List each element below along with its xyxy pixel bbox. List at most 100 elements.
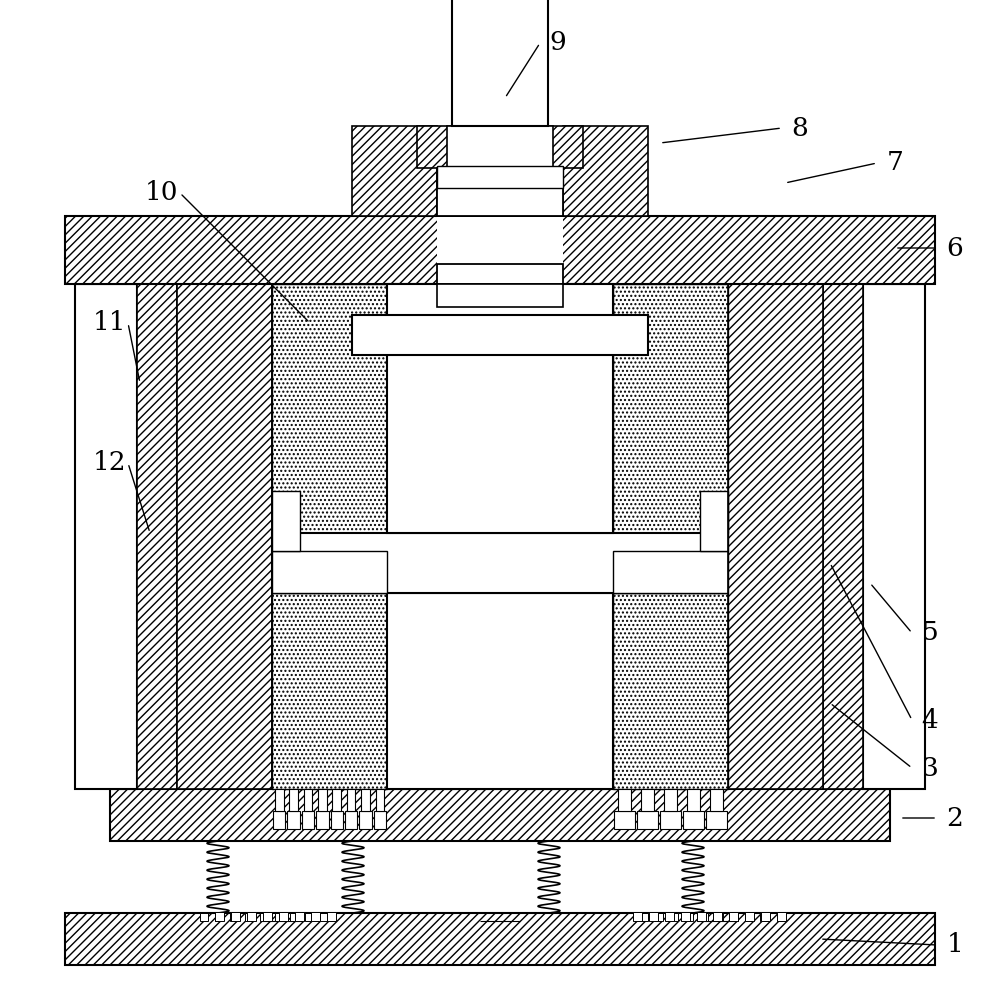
Bar [110, 789, 890, 841]
Bar [761, 912, 770, 921]
Bar [664, 789, 677, 811]
Text: 8: 8 [792, 115, 808, 141]
Bar [863, 284, 925, 789]
Bar [245, 913, 253, 921]
Bar [374, 811, 386, 829]
Bar [437, 284, 563, 307]
Bar [275, 789, 284, 811]
Bar [65, 913, 935, 965]
Bar [318, 789, 327, 811]
Bar [437, 217, 563, 283]
Bar [347, 789, 355, 811]
Bar [352, 315, 648, 355]
Bar [681, 912, 690, 921]
Bar [272, 593, 387, 789]
Text: 5: 5 [922, 620, 938, 646]
Bar [665, 912, 674, 921]
Bar [452, 0, 548, 126]
Bar [640, 913, 648, 921]
Bar [359, 811, 372, 829]
Bar [137, 284, 177, 789]
Bar [230, 913, 238, 921]
Bar [272, 491, 300, 551]
Text: 11: 11 [93, 311, 127, 335]
Bar [437, 264, 563, 284]
Bar [332, 789, 341, 811]
Bar [683, 811, 704, 829]
Bar [231, 912, 240, 921]
Text: 1: 1 [947, 933, 963, 957]
Bar [618, 789, 631, 811]
Bar [613, 551, 728, 593]
Bar [447, 126, 553, 168]
Bar [376, 789, 384, 811]
Bar [302, 811, 314, 829]
Bar [263, 912, 272, 921]
Bar [311, 912, 320, 921]
Bar [670, 913, 678, 921]
Bar [272, 551, 387, 593]
Text: 3: 3 [922, 756, 938, 781]
Bar [760, 913, 768, 921]
Bar [710, 789, 723, 811]
Bar [289, 789, 298, 811]
Bar [316, 811, 328, 829]
Bar [215, 913, 223, 921]
Bar [279, 912, 288, 921]
Bar [345, 811, 357, 829]
Bar [700, 491, 728, 551]
Text: 6: 6 [947, 236, 963, 260]
Bar [304, 789, 312, 811]
Bar [330, 811, 343, 829]
Bar [729, 912, 738, 921]
Bar [387, 593, 613, 789]
Bar [713, 912, 722, 921]
Bar [637, 811, 658, 829]
Bar [287, 811, 300, 829]
Bar [613, 593, 728, 789]
Text: 4: 4 [922, 708, 938, 732]
Bar [700, 913, 708, 921]
Bar [745, 912, 754, 921]
Bar [563, 126, 648, 216]
Bar [352, 126, 437, 216]
Bar [272, 533, 728, 593]
Text: 12: 12 [93, 450, 127, 476]
Bar [215, 912, 224, 921]
Bar [260, 913, 268, 921]
Bar [177, 284, 272, 789]
Bar [706, 811, 727, 829]
Bar [290, 913, 298, 921]
Bar [685, 913, 693, 921]
Bar [65, 216, 935, 284]
Bar [295, 912, 304, 921]
Bar [641, 789, 654, 811]
Bar [437, 168, 563, 216]
Bar [361, 789, 370, 811]
Bar [247, 912, 256, 921]
Bar [417, 126, 583, 168]
Bar [687, 789, 700, 811]
Bar [614, 811, 635, 829]
Bar [272, 284, 387, 533]
Bar [730, 913, 738, 921]
Text: 7: 7 [887, 150, 903, 176]
Bar [777, 912, 786, 921]
Text: 9: 9 [550, 30, 566, 55]
Bar [660, 811, 681, 829]
Bar [387, 284, 613, 533]
Text: 10: 10 [145, 181, 179, 205]
Bar [275, 913, 283, 921]
Bar [745, 913, 753, 921]
Bar [273, 811, 285, 829]
Bar [823, 284, 863, 789]
Bar [697, 912, 706, 921]
Bar [649, 912, 658, 921]
Bar [728, 284, 823, 789]
Bar [613, 284, 728, 533]
Bar [200, 913, 208, 921]
Bar [305, 913, 313, 921]
Bar [633, 912, 642, 921]
Bar [75, 284, 137, 789]
Bar [715, 913, 723, 921]
